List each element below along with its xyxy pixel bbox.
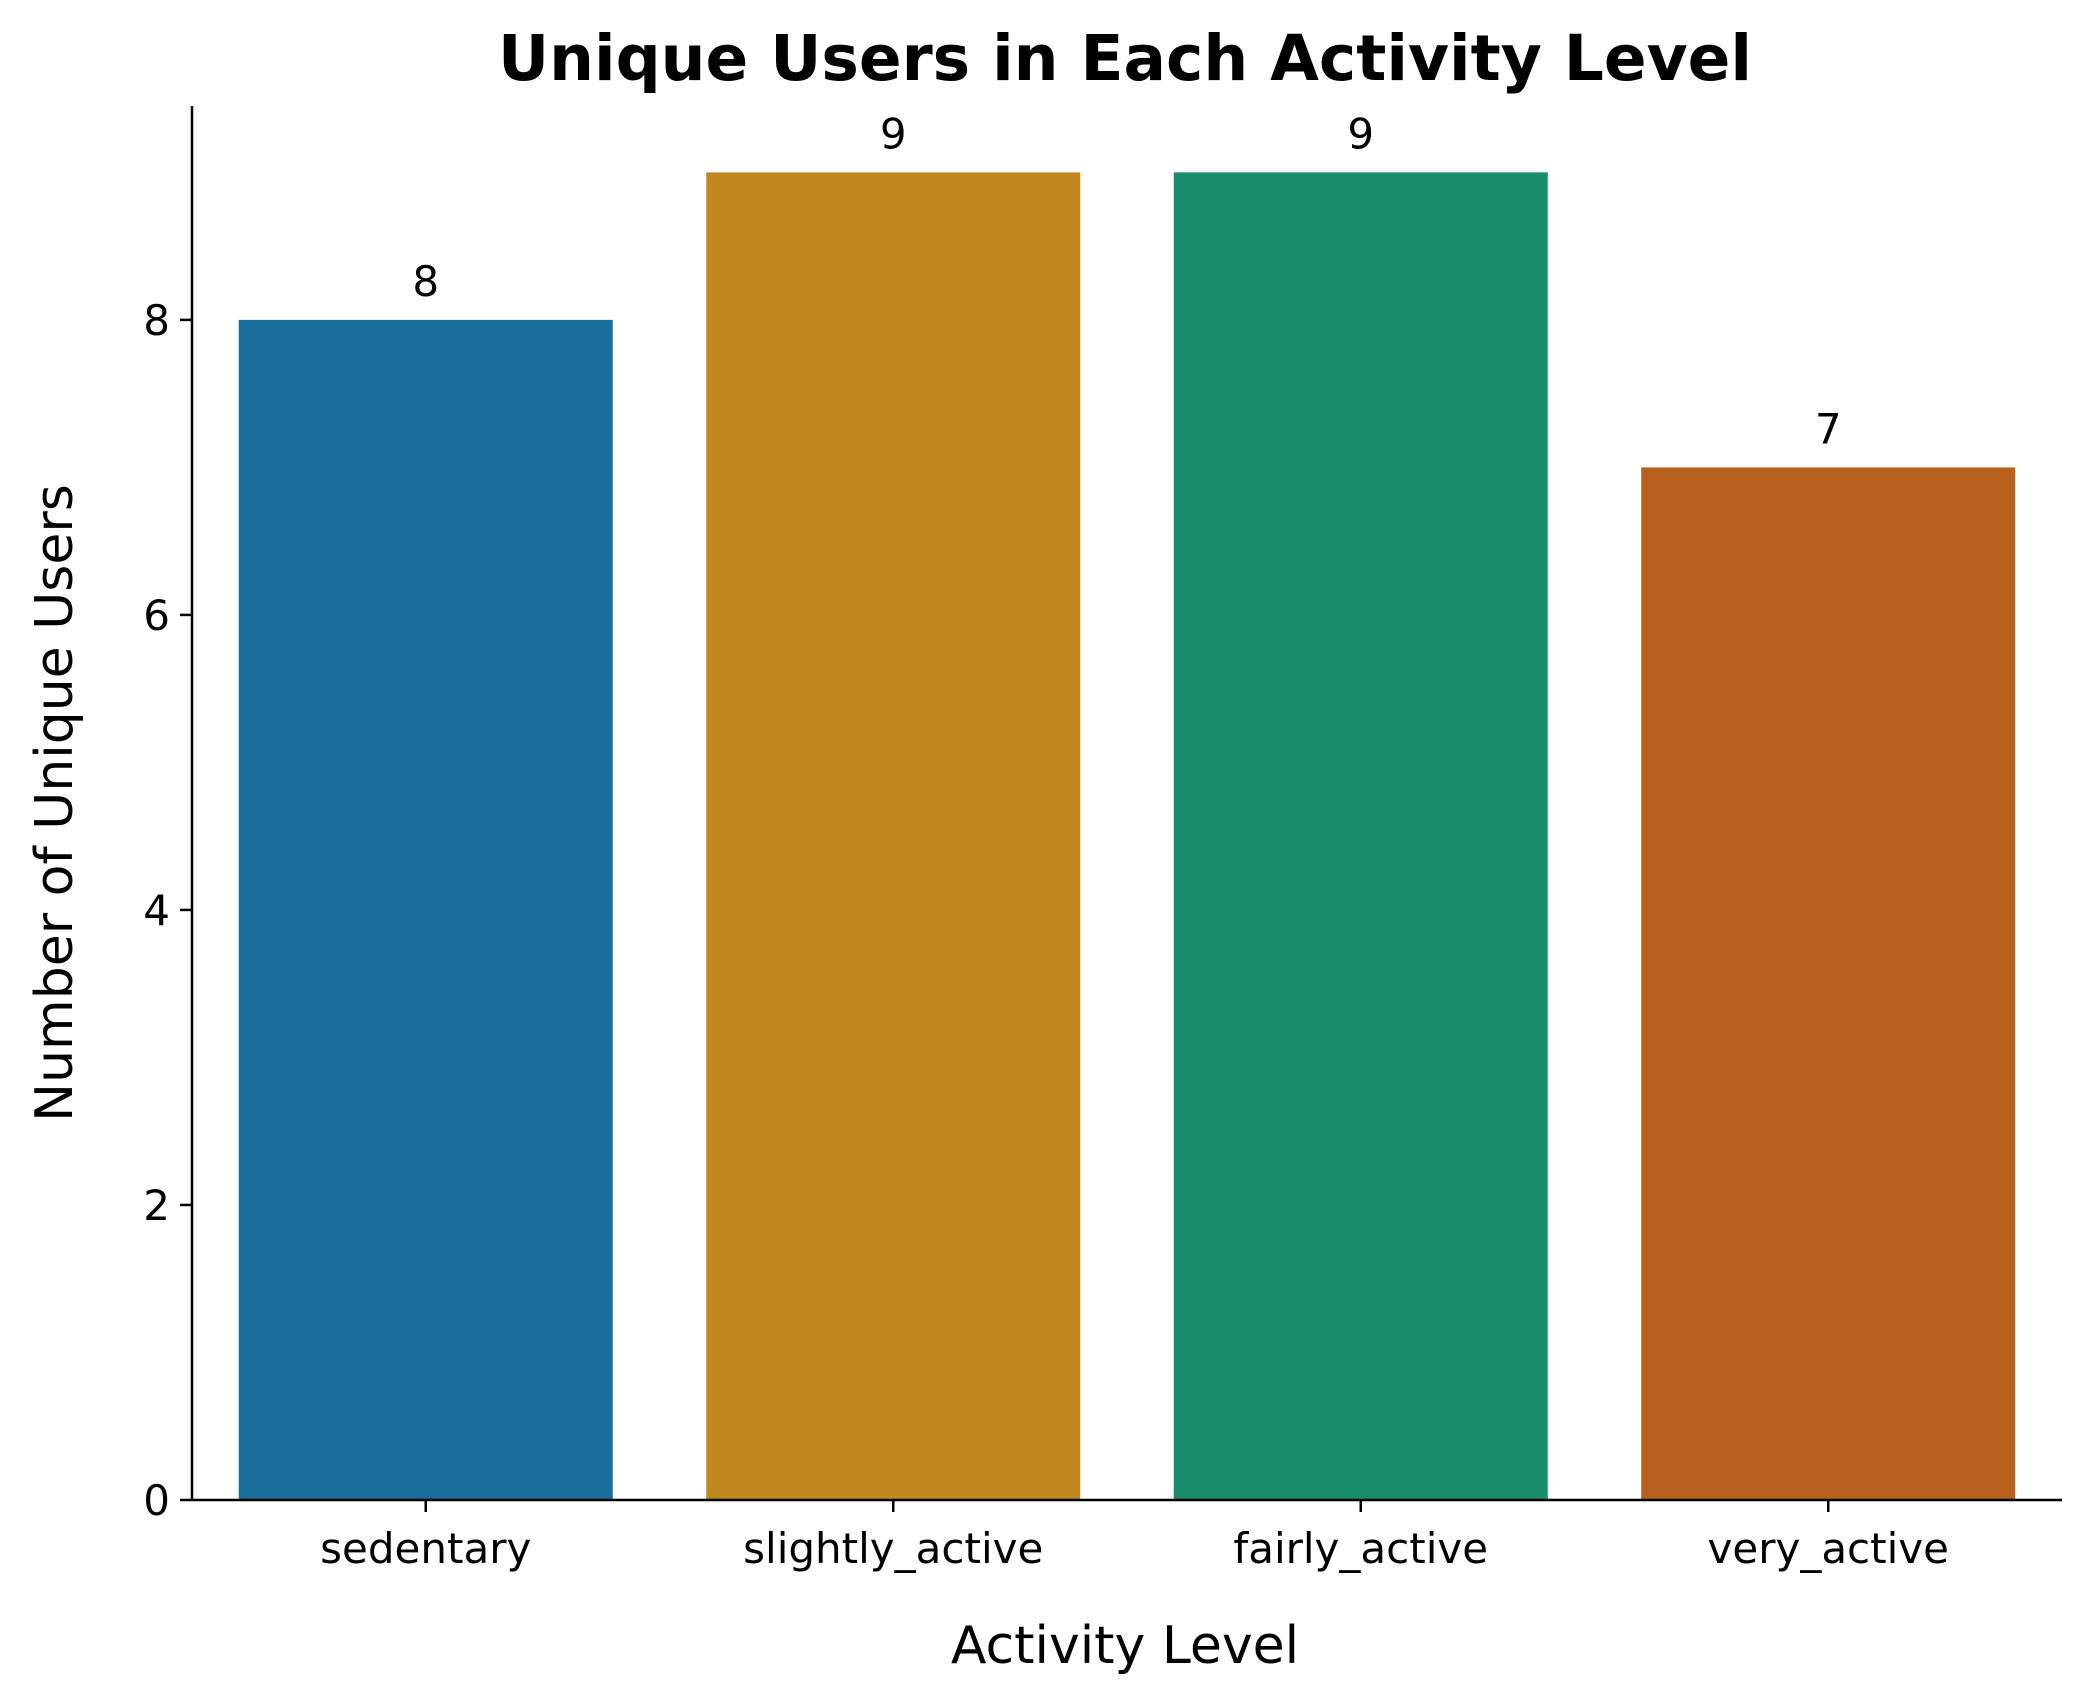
y-tick-label: 2 — [143, 1181, 170, 1230]
data-label: 9 — [1347, 109, 1374, 158]
y-axis-label: Number of Unique Users — [25, 484, 85, 1122]
x-axis-ticks: sedentary slightly_active fairly_active ver… — [320, 1500, 1949, 1573]
x-tick-label: very_active — [1708, 1524, 1949, 1573]
chart-title: Unique Users in Each Activity Level — [498, 22, 1752, 95]
x-tick-label: fairly_active — [1233, 1524, 1488, 1573]
bar-very-active — [1641, 467, 2016, 1500]
data-labels: 8 9 9 7 — [412, 109, 1841, 453]
x-axis-label: Activity Level — [951, 1616, 1299, 1676]
data-label: 9 — [880, 109, 907, 158]
y-axis-ticks: 0 2 4 6 8 — [143, 296, 192, 1525]
bar-sedentary — [238, 319, 613, 1500]
y-tick-label: 6 — [143, 591, 170, 640]
bar-slightly-active — [706, 172, 1081, 1500]
x-tick-label: sedentary — [320, 1524, 531, 1573]
data-label: 7 — [1815, 404, 1842, 453]
bar-fairly-active — [1173, 172, 1548, 1500]
bars — [238, 172, 2016, 1500]
y-tick-label: 8 — [143, 296, 170, 345]
y-tick-label: 4 — [143, 886, 170, 935]
data-label: 8 — [412, 257, 439, 306]
x-tick-label: slightly_active — [743, 1524, 1043, 1573]
y-tick-label: 0 — [143, 1476, 170, 1525]
